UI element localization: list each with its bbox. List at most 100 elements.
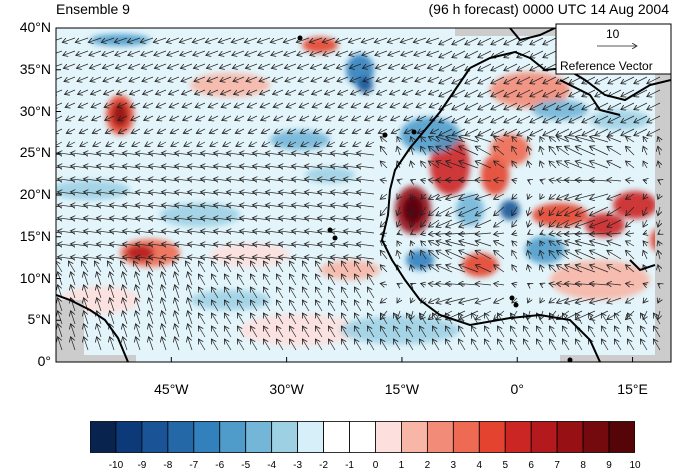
wind-vector — [595, 128, 609, 136]
wind-vector — [127, 37, 141, 42]
wind-vector — [302, 300, 310, 312]
wind-vector — [528, 206, 530, 216]
wind-vector — [428, 250, 440, 260]
anomaly-blob — [210, 243, 290, 267]
wind-vector — [543, 50, 557, 58]
wind-vector — [263, 287, 271, 299]
wind-vector — [157, 116, 167, 120]
wind-vector — [475, 193, 492, 199]
wind-vector — [643, 283, 647, 285]
wind-vector — [56, 37, 63, 41]
wind-vector — [211, 339, 219, 351]
wind-vector — [595, 115, 609, 123]
longitude-label: 0° — [510, 381, 524, 397]
wind-vector — [528, 241, 530, 246]
wind-vector — [312, 89, 323, 94]
wind-vector — [643, 298, 647, 303]
wind-vector — [235, 116, 245, 120]
wind-vector — [556, 161, 570, 169]
wind-vector — [658, 161, 660, 169]
wind-vector — [58, 285, 63, 299]
wind-vector — [647, 102, 661, 110]
wind-vector — [415, 76, 427, 81]
wind-vector — [298, 76, 310, 81]
wind-vector — [530, 128, 544, 136]
wind-vector — [287, 116, 297, 120]
wind-vector — [209, 129, 219, 133]
wind-vector — [439, 89, 453, 97]
wind-vector — [337, 76, 349, 81]
wind-vector — [459, 146, 479, 156]
wind-vector — [458, 339, 466, 351]
wind-vector — [237, 313, 245, 325]
anomaly-blob — [585, 213, 625, 237]
land-mask-area — [56, 355, 136, 362]
wind-vector — [144, 116, 154, 120]
wind-vector — [556, 219, 570, 227]
colorbar-label: 10 — [629, 460, 641, 471]
wind-vector — [562, 339, 570, 351]
wind-vector — [354, 313, 362, 325]
wind-vector — [78, 103, 89, 107]
wind-vector — [465, 102, 479, 110]
wind-vector — [356, 192, 375, 194]
wind-vector — [380, 146, 388, 156]
wind-vector — [627, 339, 635, 351]
wind-vector — [58, 337, 63, 351]
wind-vector — [237, 287, 245, 299]
wind-vector — [79, 129, 89, 133]
wind-vector — [575, 265, 596, 273]
wind-vector — [263, 313, 271, 325]
wind-vector — [237, 261, 245, 273]
wind-vector — [643, 161, 647, 169]
wind-vector — [260, 103, 271, 107]
wind-vector — [397, 298, 400, 303]
wind-vector — [97, 298, 102, 312]
wind-vector — [590, 233, 609, 234]
wind-vector — [196, 129, 206, 133]
wind-vector — [375, 50, 388, 55]
wind-vector — [446, 265, 466, 273]
wind-vector — [218, 37, 232, 42]
wind-vector — [634, 76, 648, 84]
wind-vector — [549, 219, 557, 227]
wind-vector — [647, 115, 661, 123]
wind-vector — [530, 89, 544, 97]
wind-vector — [512, 219, 518, 227]
wind-vector — [549, 326, 557, 338]
wind-vector — [543, 128, 557, 136]
wind-vector — [117, 103, 128, 107]
wind-vector — [528, 265, 530, 273]
wind-vector — [556, 193, 570, 199]
wind-vector — [188, 272, 193, 286]
wind-vector — [411, 250, 413, 260]
wind-vector — [540, 194, 543, 199]
wind-vector — [643, 194, 647, 199]
wind-vector — [540, 137, 543, 142]
wind-vector — [168, 76, 180, 81]
wind-vector — [104, 103, 115, 107]
wind-vector — [259, 76, 271, 81]
wind-vector — [106, 142, 115, 146]
wind-vector — [182, 89, 193, 94]
wind-vector — [144, 129, 154, 133]
wind-vector — [364, 89, 375, 94]
wind-vector — [549, 137, 557, 143]
wind-vector — [504, 89, 518, 97]
wind-vector — [193, 50, 206, 55]
wind-vector — [491, 89, 505, 97]
wind-vector — [354, 339, 362, 351]
wind-vector — [388, 63, 401, 68]
wind-vector — [350, 76, 362, 81]
wind-vector — [517, 89, 531, 97]
wind-vector — [209, 116, 219, 120]
wind-vector — [590, 206, 609, 216]
colorbar-swatch — [193, 421, 221, 453]
wind-vector — [348, 37, 362, 42]
wind-vector — [313, 116, 323, 120]
wind-vector — [341, 274, 349, 286]
wind-vector — [166, 37, 180, 42]
wind-vector — [81, 261, 89, 273]
wind-vector — [257, 37, 271, 42]
wind-vector — [328, 274, 336, 286]
